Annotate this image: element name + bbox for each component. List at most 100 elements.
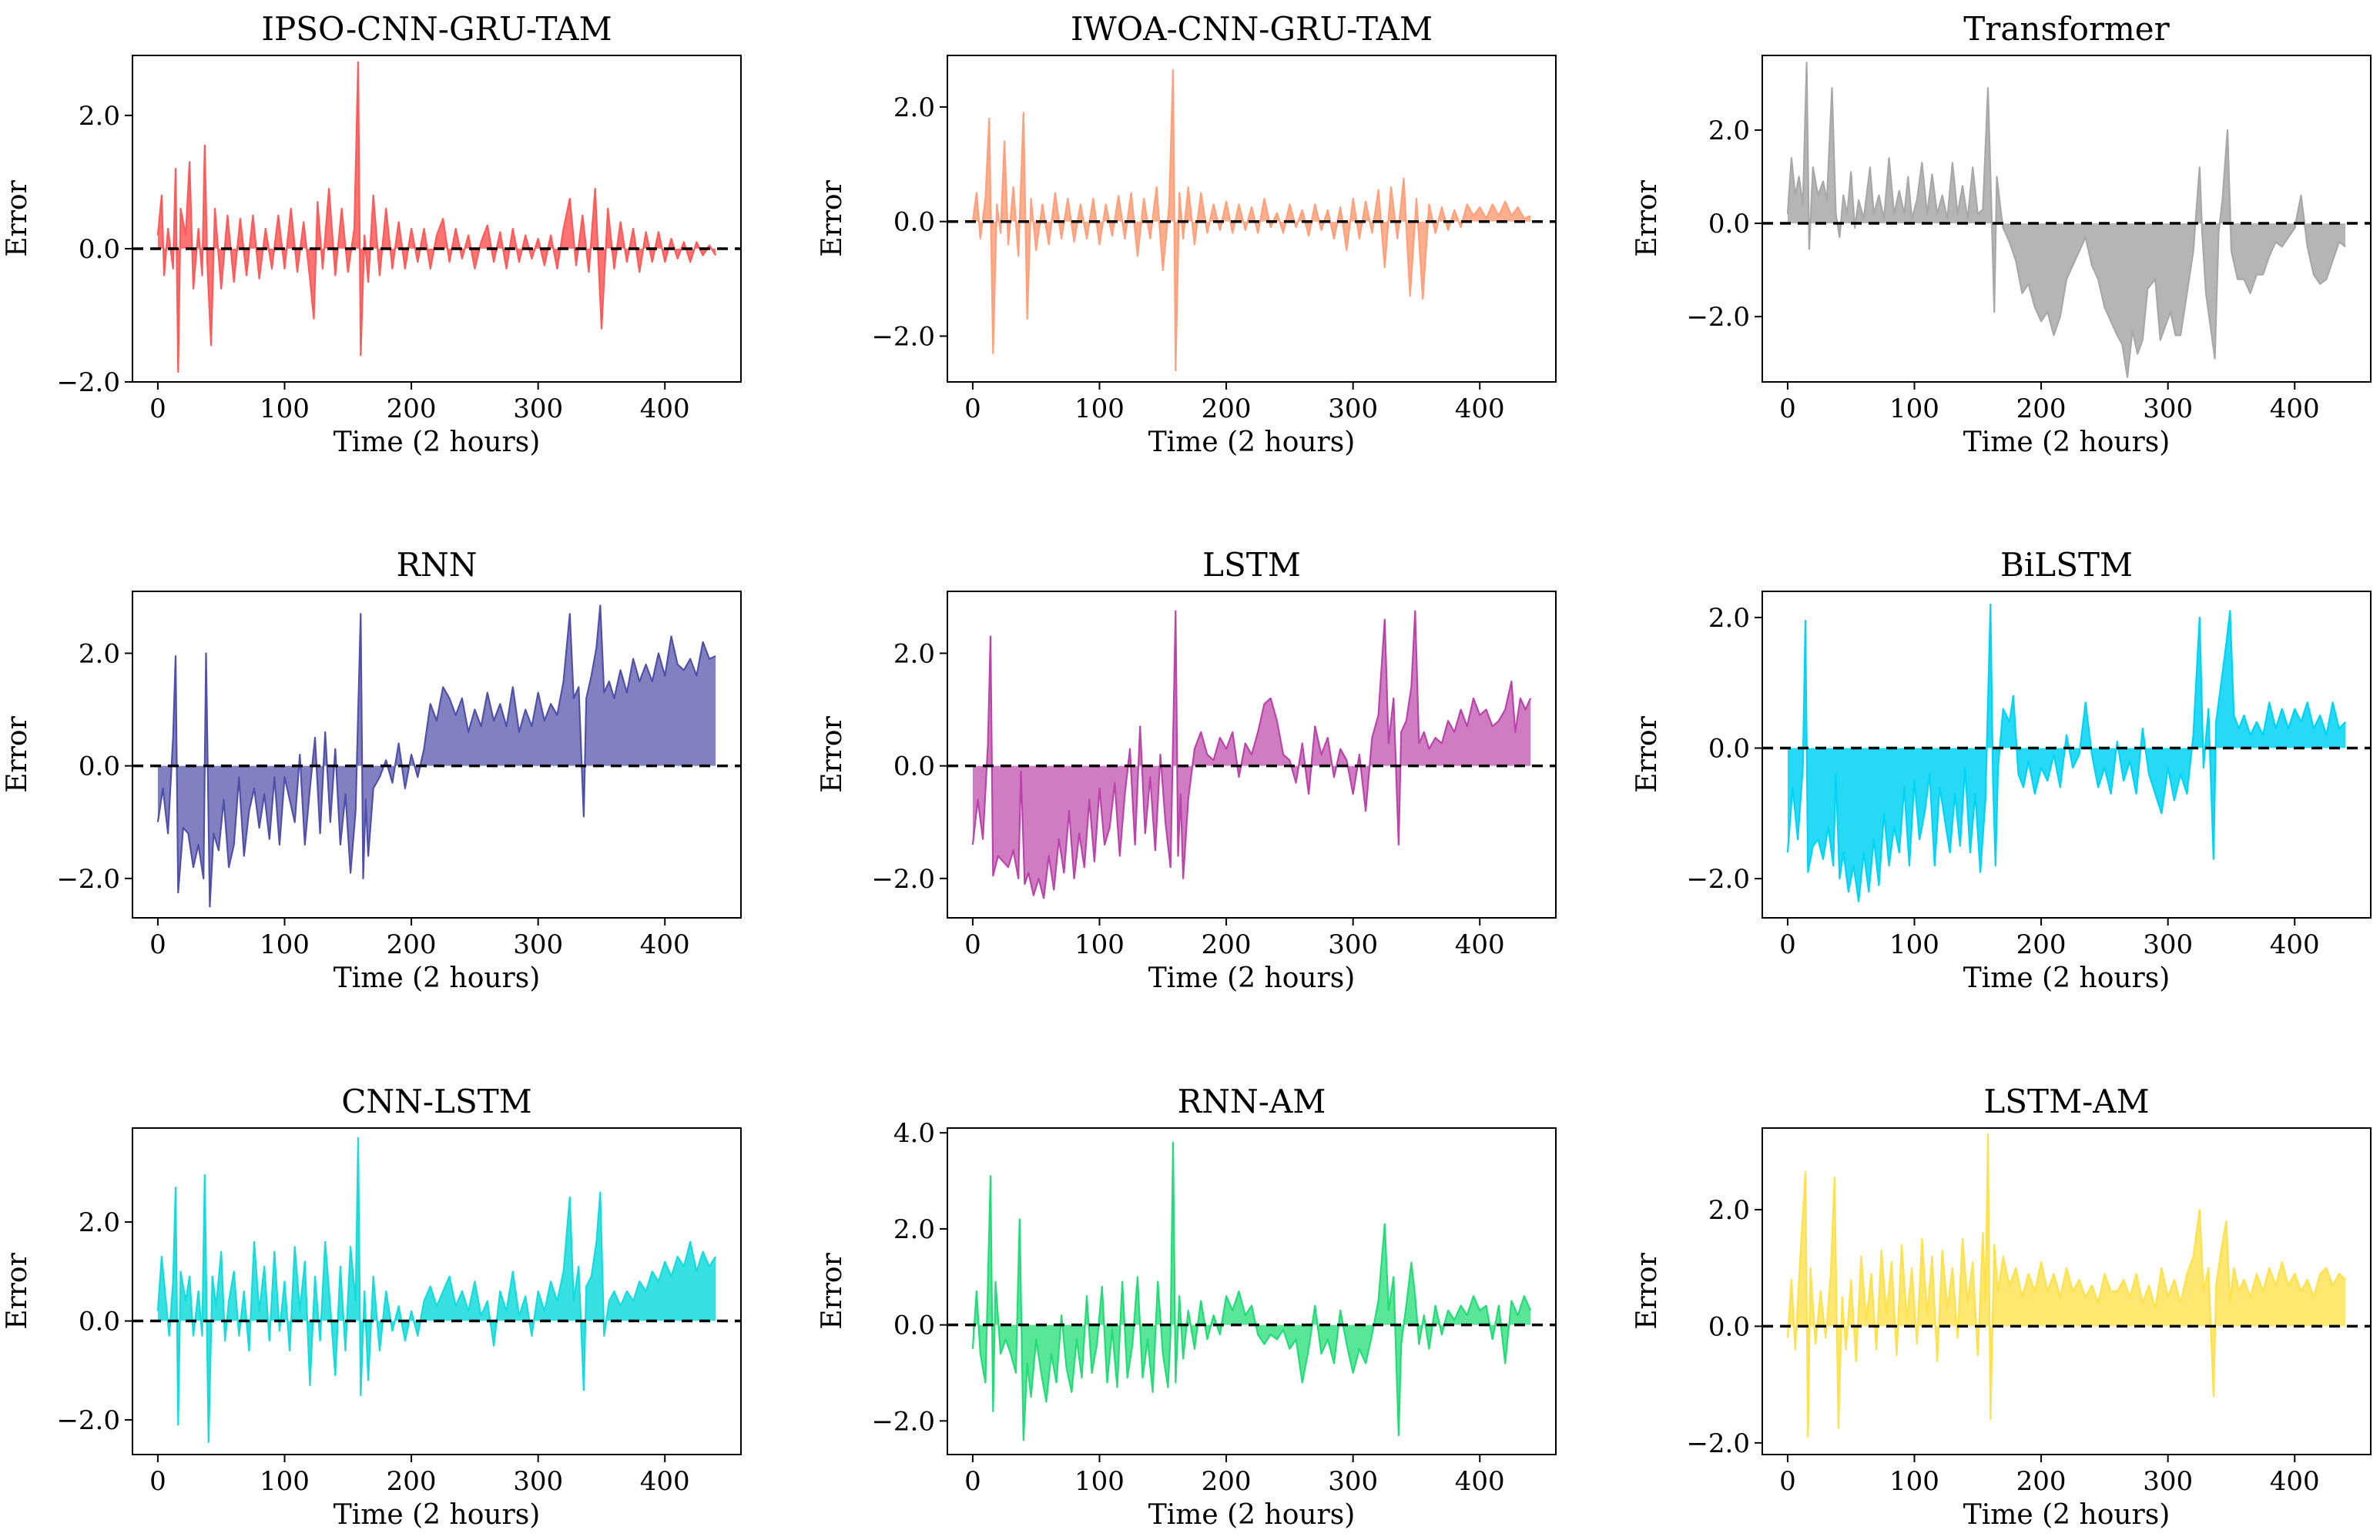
y-tick-label: −2.0 [871,1406,935,1437]
subplot-6: CNN-LSTM 0 100 200 300 400 −2.0 0.0 2.0 Time (2 h… [2,1083,742,1531]
y-tick-label: −2.0 [56,1405,120,1436]
subplot-title: LSTM-AM [1983,1083,2149,1120]
y-tick-label: −2.0 [871,864,935,895]
x-tick-label: 0 [149,1466,166,1497]
series-area [972,69,1531,371]
x-tick-label: 300 [1328,1466,1378,1497]
y-tick-label: 0.0 [1708,734,1750,765]
subplot-title: LSTM [1202,546,1301,584]
y-tick-label: 2.0 [1708,603,1750,634]
x-tick-label: 200 [1202,1466,1252,1497]
x-tick-label: 200 [387,1466,437,1497]
subplot-title: RNN-AM [1178,1083,1326,1120]
y-tick-label: 0.0 [1708,209,1750,239]
series-group [971,69,1531,372]
x-tick-label: 200 [1202,929,1252,960]
series-area [972,1142,1531,1441]
x-tick-label: 400 [1455,1466,1505,1497]
series-area [1787,604,2346,902]
x-tick-label: 100 [1074,929,1125,960]
x-tick-label: 200 [2016,929,2067,960]
subplot-5: BiLSTM 0 100 200 300 400 −2.0 0.0 2.0 Time (2 hou… [1631,546,2372,994]
x-tick-label: 0 [1779,1466,1796,1497]
plot-frame [132,591,742,919]
x-tick-label: 0 [964,393,981,424]
y-tick-label: 0.0 [79,1307,120,1337]
series-line [1786,62,2346,378]
x-tick-label: 100 [260,929,310,960]
x-tick-label: 300 [1328,393,1378,424]
x-tick-label: 300 [2143,1466,2193,1497]
series-group [156,1137,717,1443]
plot-frame [132,55,742,383]
x-tick-label: 400 [1455,929,1505,960]
series-area [1787,62,2346,377]
x-tick-label: 0 [1779,929,1796,960]
x-tick-label: 400 [2270,393,2320,424]
y-axis-label: Error [816,1252,848,1329]
y-tick-label: −2.0 [1686,864,1750,895]
y-tick-label: 0.0 [893,1311,935,1341]
y-tick-label: 2.0 [893,92,935,123]
series-area [1787,1133,2346,1438]
subplot-title: IPSO-CNN-GRU-TAM [261,10,612,48]
series-line [1786,1133,2346,1438]
y-axis-label: Error [1631,179,1663,256]
y-tick-label: 2.0 [79,638,120,669]
subplot-title: IWOA-CNN-GRU-TAM [1071,10,1433,48]
y-tick-label: −2.0 [1686,302,1750,333]
y-tick-label: 2.0 [79,1207,120,1238]
series-line [971,1141,1532,1441]
x-tick-label: 400 [640,929,690,960]
y-axis-label: Error [2,1252,33,1329]
subplot-title: BiLSTM [2000,546,2133,584]
y-axis-label: Error [816,179,848,256]
x-tick-label: 300 [513,1466,563,1497]
x-tick-label: 200 [2016,1466,2067,1497]
plot-frame [1762,55,2372,383]
subplot-title: RNN [396,546,477,584]
series-group [156,61,717,373]
x-axis-label: Time (2 hours) [1963,1499,2170,1531]
series-area [157,62,716,372]
x-axis-label: Time (2 hours) [1148,962,1356,994]
subplot-2: Transformer 0 100 200 300 400 −2.0 0.0 2.0 Time (… [1631,10,2372,458]
series-line [156,61,717,373]
plot-frame [1762,1127,2372,1455]
series-line [156,1137,717,1443]
plot-frame [1762,591,2372,919]
subplot-1: IWOA-CNN-GRU-TAM 0 100 200 300 400 −2.0 0.0 2.0 T… [816,10,1557,458]
series-group [971,610,1532,899]
x-axis-label: Time (2 hours) [1148,427,1356,458]
plot-frame [947,591,1557,919]
x-tick-label: 300 [513,929,563,960]
subplot-4: LSTM 0 100 200 300 400 −2.0 0.0 2.0 Time (2 hours… [816,546,1557,994]
x-tick-label: 400 [640,393,690,424]
series-area [157,605,716,907]
x-tick-label: 0 [149,393,166,424]
subplot-7: RNN-AM 0 100 200 300 400 −2.0 0.0 2.0 4.0 Time (2 … [816,1083,1557,1531]
y-tick-label: 2.0 [79,101,120,132]
y-tick-label: −2.0 [56,864,120,895]
subplot-title: CNN-LSTM [341,1083,532,1120]
x-tick-label: 100 [260,1466,310,1497]
y-tick-label: 0.0 [79,752,120,782]
series-group [156,604,716,908]
x-tick-label: 400 [2270,1466,2320,1497]
x-axis-label: Time (2 hours) [334,962,541,994]
series-group [1786,603,2346,902]
x-tick-label: 300 [2143,929,2193,960]
x-tick-label: 0 [964,929,981,960]
series-group [1786,1133,2346,1438]
y-tick-label: 4.0 [893,1118,935,1149]
x-tick-label: 0 [964,1466,981,1497]
subplot-8: LSTM-AM 0 100 200 300 400 −2.0 0.0 2.0 Time (2 ho… [1631,1083,2372,1531]
series-group [971,1141,1532,1441]
y-tick-label: −2.0 [56,367,120,398]
y-tick-label: 0.0 [893,752,935,782]
x-axis-label: Time (2 hours) [334,427,541,458]
y-tick-label: −2.0 [1686,1428,1750,1459]
x-tick-label: 300 [1328,929,1378,960]
y-tick-label: 0.0 [1708,1311,1750,1342]
